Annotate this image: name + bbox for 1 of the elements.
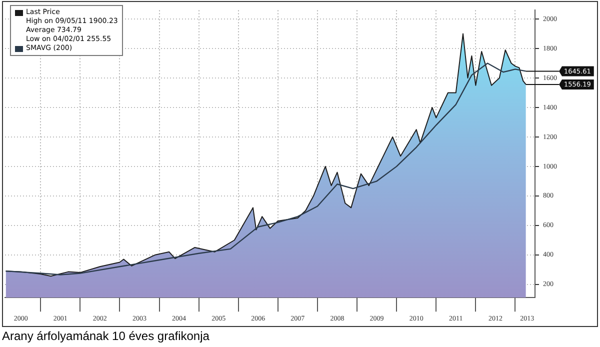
text: Arany árfolyamának 10 éves grafikonja (2, 329, 210, 343)
